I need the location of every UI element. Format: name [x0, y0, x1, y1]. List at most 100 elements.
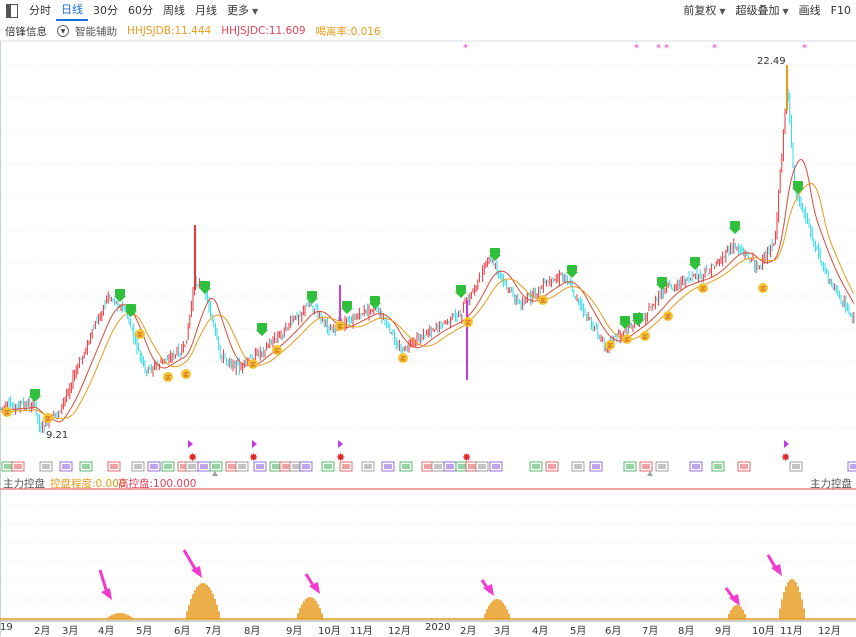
buy-signal-icon: 买 — [248, 359, 258, 369]
sell-signal-icon — [489, 248, 501, 261]
axis-tick-label: 2020 — [425, 622, 451, 633]
buy-signal-icon: 买 — [272, 345, 282, 355]
arrow-down-icon — [724, 587, 740, 606]
buy-signal-icon: 买 — [538, 295, 548, 305]
sell-signal-icon — [689, 257, 701, 270]
buy-signal-icon: 买 — [335, 321, 345, 331]
buy-signal-icon: 买 — [398, 353, 408, 363]
draw-button[interactable]: 画线 — [798, 4, 821, 17]
chevron-down-icon: ▼ — [252, 7, 259, 16]
svg-text:买: 买 — [337, 323, 343, 331]
burst-icon: ✸ — [462, 451, 471, 464]
sell-signal-icon — [29, 389, 41, 402]
svg-text:买: 买 — [183, 371, 189, 379]
period-toolbar: 分时 日线 30分 60分 周线 月线 更多 ▼ 前复权 ▼ 超级叠加 ▼ 画线 F1… — [0, 0, 856, 22]
svg-text:买: 买 — [760, 285, 766, 293]
sell-signal-icon — [619, 316, 631, 329]
axis-tick-label: 11月 — [350, 626, 373, 637]
indicator-title[interactable]: 倍锋信息 — [5, 25, 47, 38]
burst-icon: ✸ — [336, 451, 345, 464]
tab-60min[interactable]: 60分 — [128, 4, 153, 17]
axis-tick-label: 3月 — [494, 626, 511, 637]
buy-signal-icon: 买 — [181, 369, 191, 379]
tab-more[interactable]: 更多 ▼ — [222, 2, 263, 20]
svg-text:买: 买 — [4, 409, 10, 417]
svg-text:买: 买 — [665, 313, 671, 321]
burst-icon: ✸ — [781, 451, 790, 464]
svg-text:买: 买 — [540, 297, 546, 305]
sell-signal-icon — [114, 289, 126, 302]
axis-tick-label: 3月 — [62, 626, 79, 637]
axis-tick-label: 7月 — [205, 626, 222, 637]
high-control-value: 高控盘:100.000 — [118, 478, 197, 490]
assist-label[interactable]: 智能辅助 — [75, 25, 117, 38]
buy-signal-icon: 买 — [698, 283, 708, 293]
candlesticks — [0, 65, 855, 434]
tab-30min[interactable]: 30分 — [93, 4, 118, 17]
axis-tick-label: 4月 — [98, 626, 115, 637]
panel-toggle-icon[interactable] — [6, 4, 18, 18]
svg-text:买: 买 — [250, 361, 256, 369]
axis-tick-label: 6月 — [605, 626, 622, 637]
axis-tick-label: 12月 — [388, 626, 411, 637]
star-icon: * — [634, 43, 639, 54]
axis-tick-label: 4月 — [532, 626, 549, 637]
tab-fenshi[interactable]: 分时 — [29, 4, 51, 17]
axis-tick-label: 8月 — [678, 626, 695, 637]
sell-signal-icon — [656, 277, 668, 290]
sell-signal-icon — [341, 301, 353, 314]
axis-tick-label: 19 — [0, 622, 13, 633]
svg-text:买: 买 — [642, 333, 648, 341]
axis-tick-label: 2月 — [460, 626, 477, 637]
indicator-value-c: 喝离率:0.016 — [315, 25, 381, 38]
axis-tick-label: 10月 — [318, 626, 341, 637]
tab-daily[interactable]: 日线 — [56, 1, 88, 21]
tab-weekly[interactable]: 周线 — [163, 4, 185, 17]
axis-tick-label: 11月 — [780, 626, 803, 637]
overlay-label: 超级叠加 — [735, 4, 780, 17]
buy-signal-icon: 买 — [2, 407, 12, 417]
event-tags: ✸ ✸ ✸ ✸ ✸ — [1, 440, 856, 476]
buy-signal-icon: 买 — [758, 283, 768, 293]
axis-tick-label: 10月 — [752, 626, 775, 637]
star-markers: * * * * * * — [463, 43, 807, 54]
sell-signal-icon — [256, 323, 268, 336]
tab-monthly[interactable]: 月线 — [195, 4, 217, 17]
buy-signal-icon: 买 — [163, 372, 173, 382]
arrow-down-icon — [98, 569, 112, 600]
sell-signal-icon — [566, 265, 578, 278]
arrow-down-icon — [766, 554, 782, 576]
buy-signal-icon: 买 — [463, 317, 473, 327]
axis-tick-label: 2月 — [34, 626, 51, 637]
f10-button[interactable]: F10 — [830, 4, 851, 17]
arrow-down-icon — [182, 549, 202, 578]
indicator-infobar: 倍锋信息 ▼ 智能辅助 HHJSJDB:11.444 HHJSJDC:11.60… — [0, 22, 856, 40]
svg-text:买: 买 — [137, 331, 143, 339]
star-icon: * — [664, 43, 669, 54]
overlay-dropdown[interactable]: 超级叠加 ▼ — [731, 2, 794, 20]
sell-signal-icon — [369, 296, 381, 309]
control-degree-value: 控盘程度:0.000 — [50, 478, 126, 490]
chevron-down-icon[interactable]: ▼ — [57, 25, 69, 37]
axis-tick-label: 6月 — [174, 626, 191, 637]
chart-grid — [0, 40, 856, 636]
star-icon: * — [656, 43, 661, 54]
svg-text:买: 买 — [607, 342, 613, 350]
svg-text:买: 买 — [400, 355, 406, 363]
svg-text:买: 买 — [165, 374, 171, 382]
low-price-label: 9.21 — [46, 430, 68, 441]
buy-signal-icon: 买 — [640, 331, 650, 341]
adjust-dropdown[interactable]: 前复权 ▼ — [678, 2, 730, 20]
buy-signal-icon: 买 — [622, 334, 632, 344]
sell-signal-icon — [792, 181, 804, 194]
sub-chart-title: 主力控盘 — [3, 478, 45, 490]
axis-tick-label: 7月 — [642, 626, 659, 637]
high-price-label: 22.49 — [757, 56, 786, 67]
arrow-down-icon — [480, 579, 494, 596]
sell-signal-icon — [729, 221, 741, 234]
sell-signal-icon — [632, 313, 644, 326]
sell-signal-icon — [306, 291, 318, 304]
sell-signal-icon — [199, 281, 211, 294]
buy-signal-icon: 买 — [43, 413, 53, 423]
